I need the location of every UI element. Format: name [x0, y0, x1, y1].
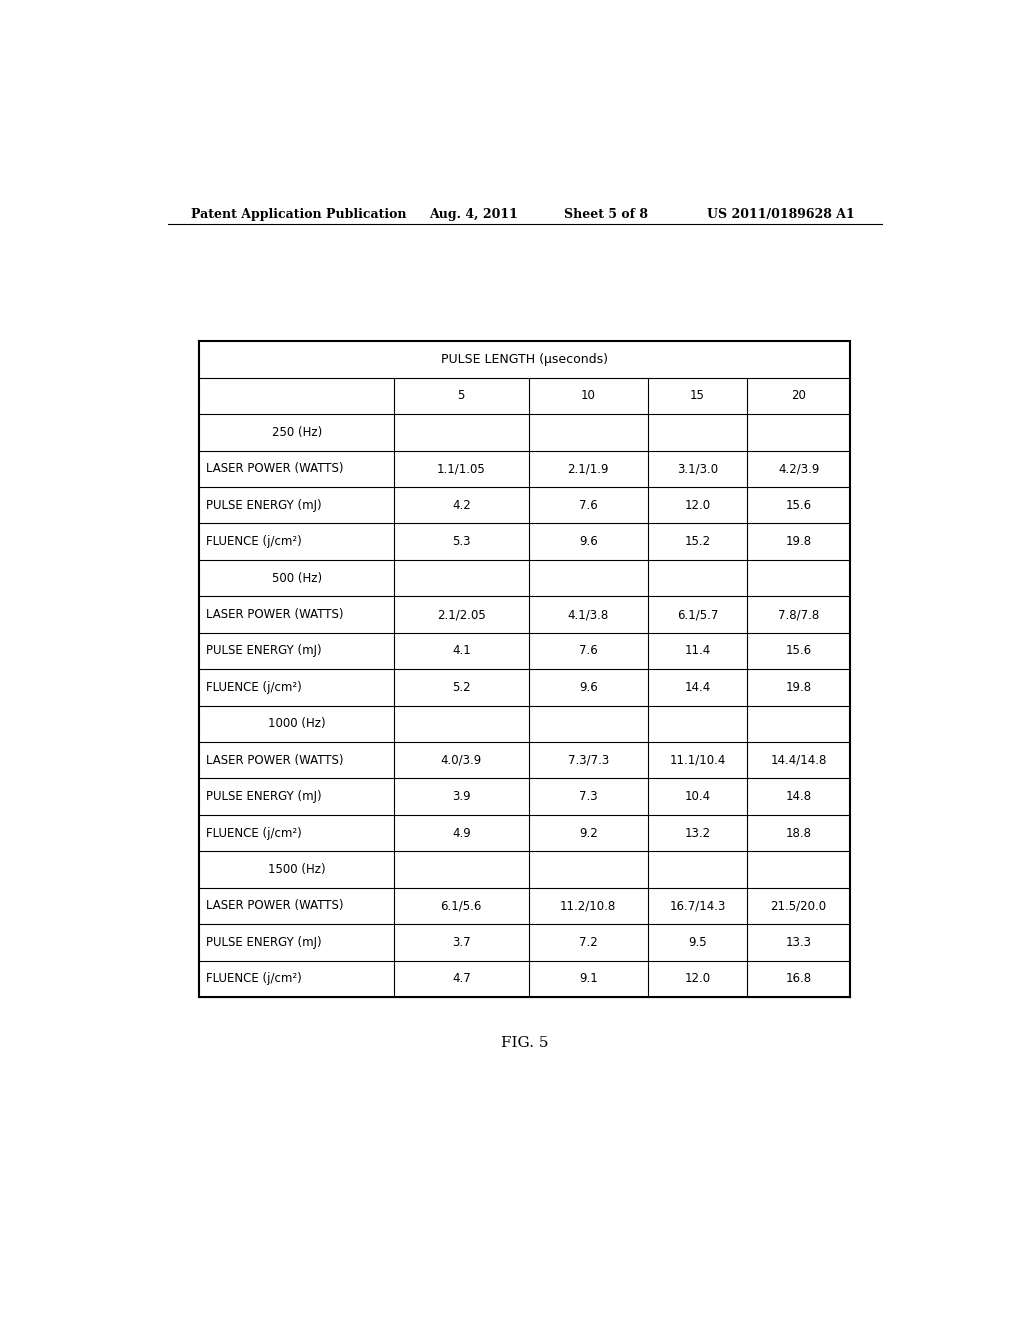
Text: 14.4/14.8: 14.4/14.8 — [770, 754, 826, 767]
Text: 5.3: 5.3 — [452, 535, 471, 548]
Text: FLUENCE (j/cm²): FLUENCE (j/cm²) — [206, 973, 301, 985]
Text: 6.1/5.6: 6.1/5.6 — [440, 899, 482, 912]
Text: PULSE ENERGY (mJ): PULSE ENERGY (mJ) — [206, 936, 322, 949]
Text: 15.2: 15.2 — [684, 535, 711, 548]
Text: PULSE ENERGY (mJ): PULSE ENERGY (mJ) — [206, 791, 322, 803]
Text: 4.7: 4.7 — [452, 973, 471, 985]
Text: 500 (Hz): 500 (Hz) — [271, 572, 322, 585]
Text: Aug. 4, 2011: Aug. 4, 2011 — [430, 207, 518, 220]
Text: 16.7/14.3: 16.7/14.3 — [670, 899, 726, 912]
Text: 5.2: 5.2 — [452, 681, 471, 694]
Text: 6.1/5.7: 6.1/5.7 — [677, 609, 718, 620]
Text: 16.8: 16.8 — [785, 973, 812, 985]
Text: 18.8: 18.8 — [785, 826, 812, 840]
Text: 7.2: 7.2 — [579, 936, 598, 949]
Text: 3.1/3.0: 3.1/3.0 — [677, 462, 718, 475]
Text: PULSE ENERGY (mJ): PULSE ENERGY (mJ) — [206, 644, 322, 657]
Text: 2.1/1.9: 2.1/1.9 — [567, 462, 609, 475]
Text: 21.5/20.0: 21.5/20.0 — [770, 899, 826, 912]
Text: 11.2/10.8: 11.2/10.8 — [560, 899, 616, 912]
Text: 7.6: 7.6 — [579, 499, 598, 512]
Text: 20: 20 — [792, 389, 806, 403]
Text: 11.1/10.4: 11.1/10.4 — [670, 754, 726, 767]
Text: 9.5: 9.5 — [688, 936, 707, 949]
Text: 15.6: 15.6 — [785, 499, 812, 512]
Text: 13.3: 13.3 — [785, 936, 812, 949]
Text: 19.8: 19.8 — [785, 681, 812, 694]
Text: 4.9: 4.9 — [452, 826, 471, 840]
Text: Sheet 5 of 8: Sheet 5 of 8 — [564, 207, 648, 220]
Text: 19.8: 19.8 — [785, 535, 812, 548]
Text: 10.4: 10.4 — [684, 791, 711, 803]
Text: 15: 15 — [690, 389, 705, 403]
Text: LASER POWER (WATTS): LASER POWER (WATTS) — [206, 462, 343, 475]
Text: 250 (Hz): 250 (Hz) — [271, 426, 322, 440]
Text: 10: 10 — [581, 389, 596, 403]
Text: 15.6: 15.6 — [785, 644, 812, 657]
Text: 4.1/3.8: 4.1/3.8 — [567, 609, 609, 620]
Text: 4.2/3.9: 4.2/3.9 — [778, 462, 819, 475]
Text: 9.6: 9.6 — [579, 681, 598, 694]
Text: 1.1/1.05: 1.1/1.05 — [437, 462, 485, 475]
Text: FLUENCE (j/cm²): FLUENCE (j/cm²) — [206, 826, 301, 840]
Text: 2.1/2.05: 2.1/2.05 — [437, 609, 485, 620]
Text: 7.3: 7.3 — [579, 791, 598, 803]
Text: 7.6: 7.6 — [579, 644, 598, 657]
Text: 9.1: 9.1 — [579, 973, 598, 985]
Text: LASER POWER (WATTS): LASER POWER (WATTS) — [206, 754, 343, 767]
Text: FLUENCE (j/cm²): FLUENCE (j/cm²) — [206, 681, 301, 694]
Text: Patent Application Publication: Patent Application Publication — [191, 207, 407, 220]
Text: 1500 (Hz): 1500 (Hz) — [268, 863, 326, 876]
Text: US 2011/0189628 A1: US 2011/0189628 A1 — [708, 207, 855, 220]
Text: 4.1: 4.1 — [452, 644, 471, 657]
Text: 1000 (Hz): 1000 (Hz) — [268, 717, 326, 730]
Text: 3.9: 3.9 — [452, 791, 471, 803]
Text: 14.8: 14.8 — [785, 791, 812, 803]
Text: 7.3/7.3: 7.3/7.3 — [567, 754, 609, 767]
Text: LASER POWER (WATTS): LASER POWER (WATTS) — [206, 609, 343, 620]
Text: PULSE LENGTH (μseconds): PULSE LENGTH (μseconds) — [441, 352, 608, 366]
Text: 4.0/3.9: 4.0/3.9 — [440, 754, 482, 767]
Text: 4.2: 4.2 — [452, 499, 471, 512]
Text: 3.7: 3.7 — [452, 936, 471, 949]
Text: FIG. 5: FIG. 5 — [501, 1036, 549, 1049]
Text: 14.4: 14.4 — [684, 681, 711, 694]
Text: 12.0: 12.0 — [684, 973, 711, 985]
Text: 9.6: 9.6 — [579, 535, 598, 548]
Text: FLUENCE (j/cm²): FLUENCE (j/cm²) — [206, 535, 301, 548]
Text: 9.2: 9.2 — [579, 826, 598, 840]
Text: 12.0: 12.0 — [684, 499, 711, 512]
Text: 13.2: 13.2 — [684, 826, 711, 840]
Text: 7.8/7.8: 7.8/7.8 — [778, 609, 819, 620]
Text: PULSE ENERGY (mJ): PULSE ENERGY (mJ) — [206, 499, 322, 512]
Text: 11.4: 11.4 — [684, 644, 711, 657]
Text: 5: 5 — [458, 389, 465, 403]
Text: LASER POWER (WATTS): LASER POWER (WATTS) — [206, 899, 343, 912]
